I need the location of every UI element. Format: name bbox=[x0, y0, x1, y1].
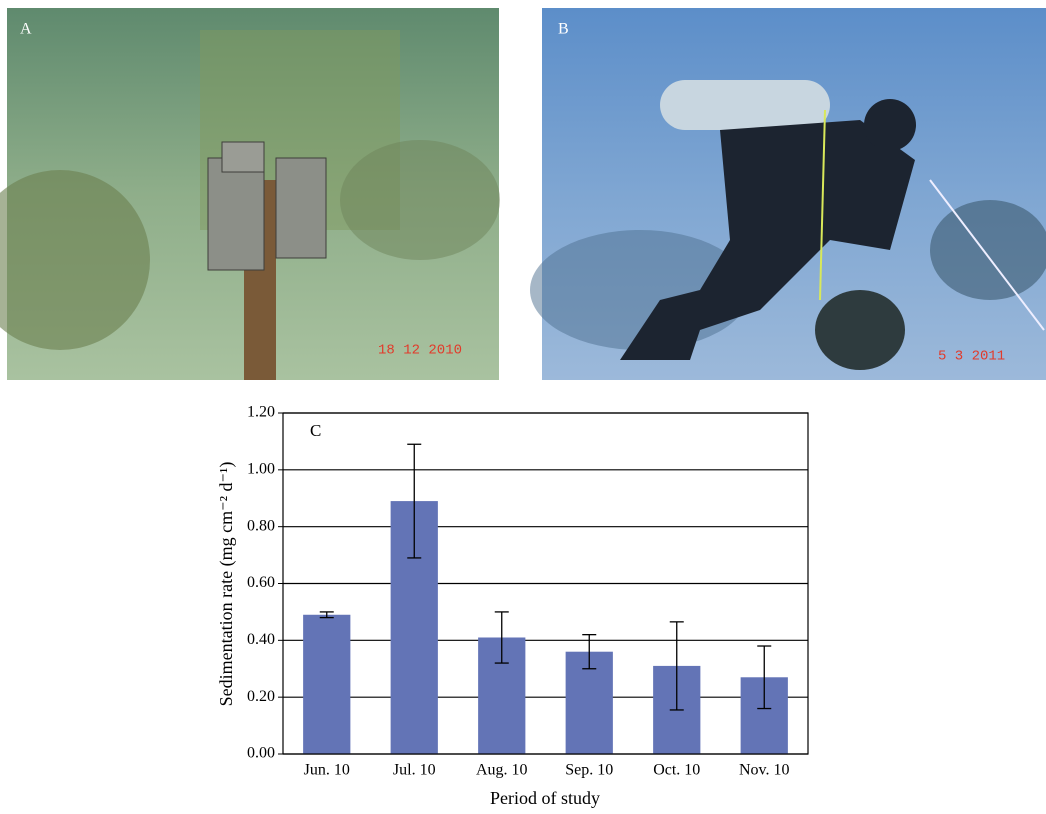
y-tick-label: 0.60 bbox=[247, 574, 275, 591]
y-tick-label: 0.20 bbox=[247, 688, 275, 705]
y-tick-label: 0.80 bbox=[247, 517, 275, 534]
photo-a: A 18 12 2010 bbox=[0, 8, 500, 380]
x-tick-label: Jul. 10 bbox=[393, 762, 436, 779]
y-axis-title: Sedimentation rate (mg cm⁻² d⁻¹) bbox=[216, 462, 237, 707]
x-tick-label: Aug. 10 bbox=[476, 762, 528, 779]
photo-label: A bbox=[20, 21, 32, 38]
date-stamp: 18 12 2010 bbox=[378, 343, 462, 359]
x-tick-label: Jun. 10 bbox=[304, 762, 350, 779]
page: A 18 12 2010 B 5 3 2011 C Period of stud… bbox=[0, 0, 1046, 814]
x-tick-label: Sep. 10 bbox=[565, 762, 613, 779]
figure: A 18 12 2010 B 5 3 2011 C Period of stud… bbox=[0, 0, 1046, 814]
y-tick-label: 1.00 bbox=[247, 461, 275, 478]
y-tick-label: 1.20 bbox=[247, 404, 275, 421]
y-tick-label: 0.40 bbox=[247, 631, 275, 648]
panel-label: C bbox=[310, 421, 321, 440]
date-stamp: 5 3 2011 bbox=[938, 349, 1005, 365]
photo-label: B bbox=[558, 21, 569, 38]
chart: C Period of study Sedimentation rate (mg… bbox=[216, 404, 808, 808]
x-axis-title: Period of study bbox=[490, 788, 600, 808]
bar bbox=[303, 615, 350, 754]
x-tick-label: Oct. 10 bbox=[653, 762, 700, 779]
y-tick-label: 0.00 bbox=[247, 745, 275, 762]
x-tick-label: Nov. 10 bbox=[739, 762, 790, 779]
photo-b: B 5 3 2011 bbox=[530, 8, 1046, 380]
